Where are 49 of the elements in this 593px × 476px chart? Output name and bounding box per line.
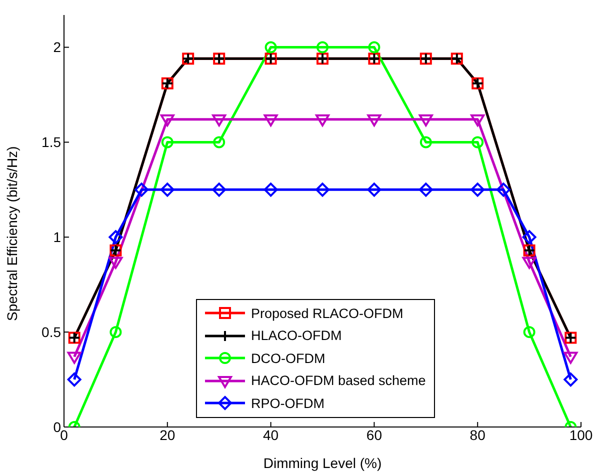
- point: [316, 182, 330, 197]
- point: [108, 256, 123, 269]
- point: [470, 182, 485, 197]
- point: [108, 230, 123, 244]
- point: [367, 182, 382, 197]
- point: [523, 326, 536, 338]
- legend-label: HACO-OFDM based scheme: [251, 373, 426, 388]
- y-tick-label: 0.5: [42, 324, 62, 340]
- point: [470, 114, 485, 126]
- point: [67, 352, 82, 364]
- point: [316, 114, 330, 126]
- legend-label: Proposed RLACO-OFDM: [251, 306, 404, 321]
- point: [522, 230, 536, 244]
- point: [522, 256, 536, 269]
- x-tick-label: 40: [263, 426, 279, 443]
- point: [418, 182, 433, 197]
- x-tick-label: 80: [470, 426, 486, 443]
- legend-label: RPO-OFDM: [251, 396, 324, 411]
- point: [564, 372, 578, 387]
- point: [367, 114, 382, 126]
- x-tick-label: 100: [569, 426, 593, 443]
- point: [316, 41, 328, 54]
- point: [420, 136, 432, 148]
- point: [134, 182, 149, 197]
- point: [67, 372, 82, 387]
- y-tick-label: 1.5: [42, 134, 62, 150]
- point: [110, 326, 122, 338]
- point: [418, 114, 433, 126]
- point: [264, 114, 278, 126]
- point: [213, 136, 226, 148]
- y-axis-title: Spectral Efficiency (bit/s/Hz): [4, 146, 20, 321]
- point: [264, 41, 277, 54]
- legend-label: DCO-OFDM: [251, 350, 326, 366]
- point: [161, 136, 174, 148]
- point: [472, 136, 484, 148]
- y-tick-label: 2: [53, 39, 62, 56]
- point: [212, 182, 226, 197]
- x-tick-label: 20: [160, 426, 176, 443]
- point: [160, 114, 174, 126]
- point: [160, 182, 174, 197]
- point: [368, 41, 380, 54]
- point: [264, 182, 278, 197]
- x-axis-title: Dimming Level (%): [263, 455, 382, 471]
- y-tick-label: 1: [53, 229, 62, 246]
- point: [564, 352, 578, 364]
- x-tick-label: 60: [366, 426, 382, 443]
- point: [212, 114, 226, 126]
- point: [496, 182, 510, 197]
- legend-label: HLACO-OFDM: [251, 328, 342, 344]
